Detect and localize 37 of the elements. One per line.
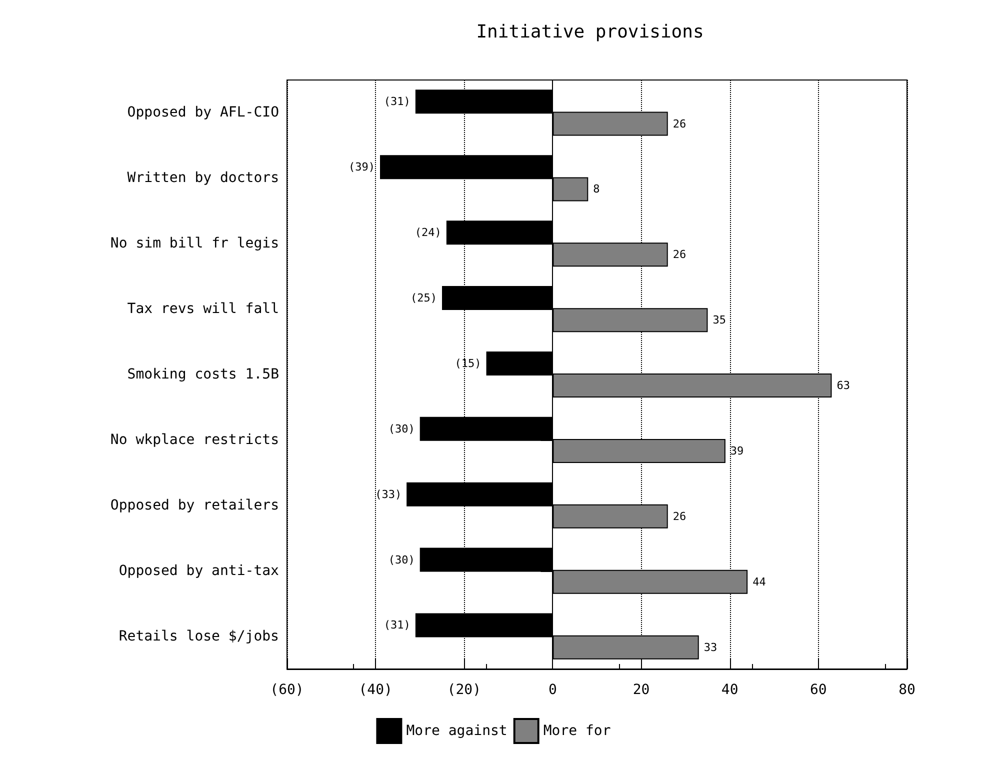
y-tick-label: Tax revs will fall — [127, 301, 279, 318]
x-tick-label: (40) — [358, 682, 392, 698]
y-tick-label: Retails lose $/jobs — [118, 628, 279, 644]
y-tick-label: Written by doctors — [127, 170, 279, 186]
x-tick-label: (20) — [447, 682, 481, 698]
y-tick-label: No wkplace restricts — [110, 432, 279, 448]
y-tick-label: Opposed by anti-tax — [118, 562, 279, 579]
data-label: (30) — [388, 422, 415, 436]
x-tick-label: (60) — [270, 682, 304, 698]
data-label: 35 — [712, 314, 726, 327]
x-tick-label: 0 — [548, 682, 557, 698]
y-tick-label: Opposed by retailers — [110, 497, 279, 514]
legend-label: More for — [543, 723, 611, 739]
data-label: (24) — [414, 226, 442, 240]
legend-label: More against — [406, 723, 508, 739]
data-label: 26 — [672, 248, 686, 262]
x-tick-label: 60 — [810, 682, 827, 698]
y-tick-label: Opposed by AFL-CIO — [127, 104, 279, 121]
data-label: (30) — [388, 553, 415, 566]
y-tick-label: Smoking costs 1.5B — [127, 366, 279, 382]
data-label: 33 — [704, 640, 718, 654]
x-tick-label: 40 — [721, 682, 738, 698]
x-tick-label: 80 — [898, 682, 916, 698]
chart-title: Initiative provisions — [476, 22, 704, 42]
data-label: (33) — [375, 488, 402, 501]
data-label: 26 — [672, 117, 686, 130]
x-tick-label: 20 — [632, 682, 650, 698]
data-label: (31) — [384, 618, 410, 632]
data-label: 44 — [752, 575, 766, 588]
y-tick-label: No sim bill fr legis — [110, 236, 279, 252]
data-label: 63 — [836, 379, 850, 392]
data-label: 26 — [672, 510, 686, 523]
data-label: 8 — [593, 182, 600, 196]
data-label: (39) — [348, 160, 375, 174]
data-label: 39 — [730, 444, 744, 458]
data-label: (31) — [384, 95, 410, 108]
data-label: (25) — [410, 292, 437, 305]
